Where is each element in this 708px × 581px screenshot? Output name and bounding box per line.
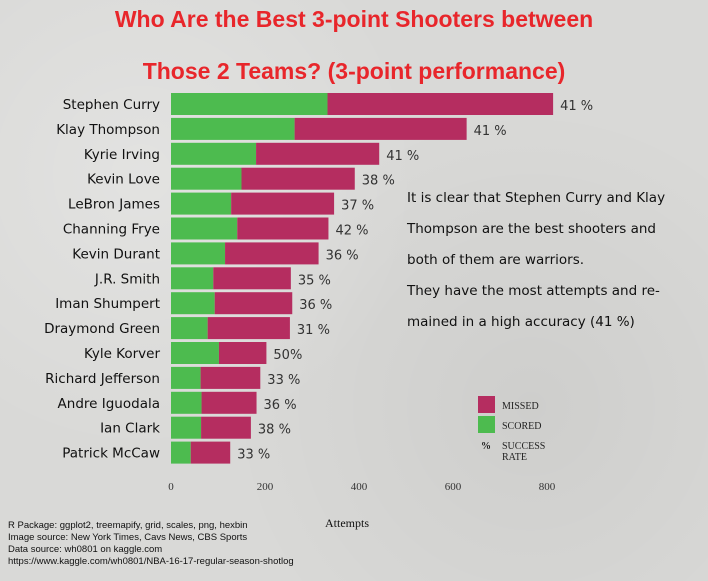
bar-scored [171, 267, 214, 290]
rate-label: 41 % [474, 124, 507, 139]
bar-missed [214, 292, 293, 315]
footnote-data-source: Data source: wh0801 on kaggle.com [8, 544, 163, 555]
bar-missed [201, 416, 251, 439]
rate-label: 50% [273, 348, 302, 363]
y-tick-label: Richard Jefferson [45, 371, 160, 387]
bar-scored [171, 416, 202, 439]
bar-missed [327, 93, 554, 115]
rate-label: 36 % [299, 298, 332, 313]
bar-scored [171, 391, 202, 414]
scored-swatch [478, 416, 495, 433]
y-tick-label: Channing Frye [63, 222, 160, 238]
rate-label: 33 % [237, 448, 270, 463]
bar-missed [256, 142, 380, 165]
y-tick-label: Kevin Durant [72, 246, 160, 262]
bar-missed [190, 441, 231, 464]
bar-scored [171, 192, 232, 215]
bar-scored [171, 366, 201, 389]
bar-missed [294, 117, 467, 140]
bar-missed [241, 167, 355, 190]
legend-label-missed: MISSED [502, 401, 539, 412]
y-tick-label: LeBron James [68, 197, 160, 213]
x-tick-label: 200 [257, 481, 274, 493]
y-tick-label: Draymond Green [44, 321, 160, 337]
bar-scored [171, 342, 219, 364]
chart-title-line-2: Those 2 Teams? (3-point performance) [142, 58, 566, 84]
rate-label: 36 % [326, 248, 359, 263]
bar-missed [201, 391, 257, 414]
rate-label: 42 % [335, 224, 368, 239]
rate-label: 38 % [258, 423, 291, 438]
x-axis-label: Attempts [325, 516, 369, 530]
bar-scored [171, 117, 295, 140]
x-tick-label: 400 [351, 481, 368, 493]
rate-label: 35 % [298, 273, 331, 288]
y-tick-label: Patrick McCaw [62, 446, 160, 462]
bar-scored [171, 317, 208, 340]
y-tick-label: Ian Clark [100, 421, 160, 437]
bar-scored [171, 242, 226, 265]
annotation-line: They have the most attempts and re- [407, 283, 660, 299]
bar-missed [213, 267, 291, 290]
bar-missed [200, 366, 261, 389]
y-tick-label: Klay Thompson [56, 122, 160, 138]
chart-title-line-1: Who Are the Best 3-point Shooters betwee… [114, 6, 594, 32]
bar-scored [171, 441, 191, 464]
rate-label: 33 % [267, 373, 300, 388]
footnote-packages: R Package: ggplot2, treemapify, grid, sc… [8, 520, 248, 531]
y-tick-label: Iman Shumpert [55, 296, 160, 312]
x-tick-label: 0 [168, 481, 174, 493]
footnotes: R Package: ggplot2, treemapify, grid, sc… [8, 520, 294, 568]
bar-scored [171, 93, 328, 115]
bar-scored [171, 167, 242, 190]
annotation-line: Thompson are the best shooters and [407, 221, 656, 237]
annotation-line: It is clear that Stephen Curry and Klay [407, 190, 666, 206]
percent-symbol: % [481, 441, 491, 452]
x-tick-label: 600 [445, 481, 462, 493]
rate-label: 38 % [362, 174, 395, 189]
bar-scored [171, 292, 215, 315]
y-tick-label: J.R. Smith [94, 271, 160, 287]
rate-label: 36 % [264, 398, 297, 413]
bar-scored [171, 142, 257, 165]
rate-label: 37 % [341, 199, 374, 214]
y-tick-label: Kevin Love [87, 172, 160, 188]
bar-scored [171, 217, 238, 240]
y-tick-label: Stephen Curry [63, 97, 160, 113]
y-tick-label: Kyrie Irving [84, 147, 160, 163]
legend-label-success-rate: SUCCESS RATE [502, 441, 546, 463]
rate-label: 41 % [560, 99, 593, 114]
y-tick-label: Andre Iguodala [58, 396, 160, 412]
footnote-url: https://www.kaggle.com/wh0801/NBA-16-17-… [8, 556, 294, 567]
rate-label: 31 % [297, 323, 330, 338]
bar-missed [237, 217, 329, 240]
x-tick-label: 800 [539, 481, 556, 493]
bar-missed [225, 242, 319, 265]
footnote-image-source: Image source: New York Times, Cavs News,… [8, 532, 248, 543]
rate-label: 41 % [386, 149, 419, 164]
annotation-text: It is clear that Stephen Curry and Klay … [407, 183, 699, 338]
bar-missed [231, 192, 335, 215]
annotation-line: both of them are warriors. [407, 252, 585, 268]
legend-label-scored: SCORED [502, 421, 542, 432]
annotation-line: mained in a high accuracy (41 %) [407, 314, 635, 330]
bar-missed [218, 342, 267, 364]
missed-swatch [478, 396, 495, 413]
bar-missed [207, 317, 290, 340]
y-tick-label: Kyle Korver [84, 346, 160, 362]
